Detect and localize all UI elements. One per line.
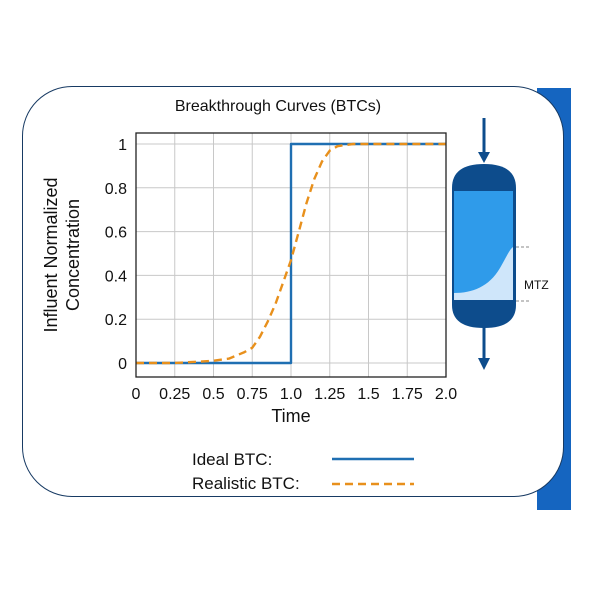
x-tick-label: 1.25 <box>314 386 345 403</box>
y-tick-label: 0.8 <box>105 181 127 198</box>
btc-chart: Breakthrough Curves (BTCs) 0 0.25 0.5 0.75 1… <box>41 98 457 426</box>
chart-title: Breakthrough Curves (BTCs) <box>175 98 381 115</box>
x-tick-label: 1.0 <box>280 386 302 403</box>
x-tick-labels: 0 0.25 0.5 0.75 1.0 1.25 1.5 1.75 2.0 <box>132 386 458 403</box>
mass-transfer-zone <box>454 247 513 300</box>
x-tick-label: 0 <box>132 386 141 403</box>
x-tick-label: 1.5 <box>357 386 379 403</box>
x-tick-label: 2.0 <box>435 386 457 403</box>
y-tick-label: 0.4 <box>105 268 127 285</box>
realistic-btc-line <box>136 142 446 365</box>
inflow-arrow-head <box>478 152 490 163</box>
mtz-label: MTZ <box>524 278 549 292</box>
plot-frame <box>135 132 447 378</box>
y-axis-label-line-2: Concentration <box>63 199 83 311</box>
y-tick-label: 0 <box>118 356 127 373</box>
chart-series <box>136 142 446 365</box>
x-tick-label: 0.75 <box>237 386 268 403</box>
y-tick-label: 0.2 <box>105 312 127 329</box>
outflow-arrow-head <box>478 358 490 370</box>
y-tick-label: 1 <box>118 137 127 154</box>
chart-legend: Ideal BTC: Realistic BTC: <box>192 450 414 493</box>
y-tick-label: 0.6 <box>105 225 127 242</box>
adsorption-column-diagram: MTZ <box>452 118 549 370</box>
y-tick-labels: 0 0.2 0.4 0.6 0.8 1 <box>105 137 127 373</box>
y-axis-label-line-1: Influent Normalized <box>41 177 61 332</box>
x-axis-label: Time <box>271 406 310 426</box>
ideal-btc-line <box>136 142 446 365</box>
x-tick-label: 0.5 <box>202 386 224 403</box>
x-tick-label: 1.75 <box>392 386 423 403</box>
legend-label-ideal: Ideal BTC: <box>192 450 272 469</box>
x-tick-label: 0.25 <box>159 386 190 403</box>
legend-label-realistic: Realistic BTC: <box>192 474 300 493</box>
